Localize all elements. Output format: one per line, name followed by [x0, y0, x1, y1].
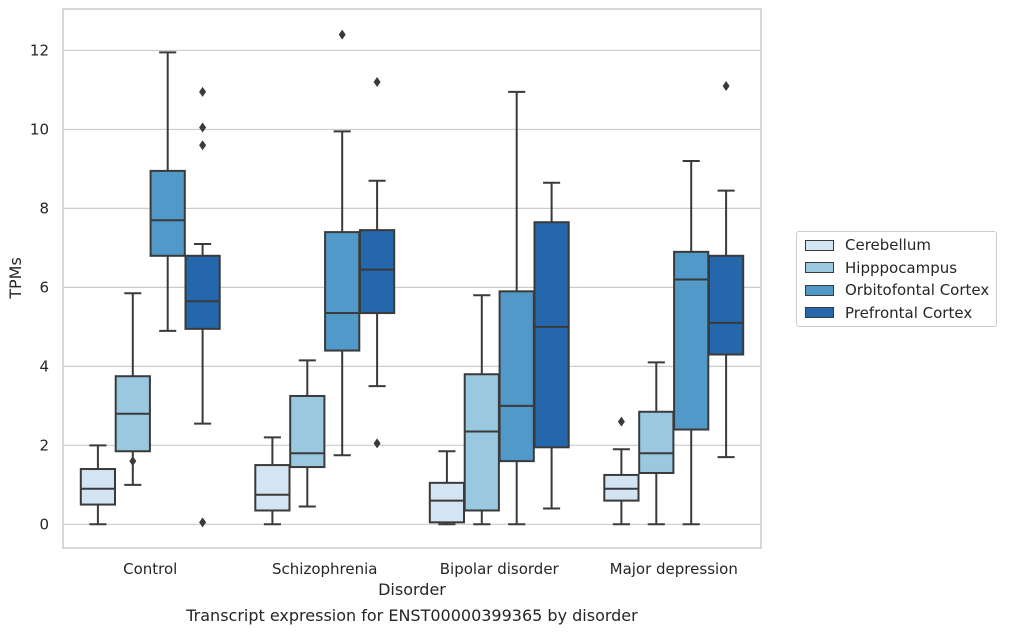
box: [79, 468, 117, 506]
box: [254, 464, 291, 512]
box: [324, 231, 361, 352]
outlier-point: [722, 81, 730, 91]
box-group: [149, 51, 186, 332]
box: [358, 229, 396, 315]
y-axis-ticks: 0 2 4 6 8 10 12: [30, 41, 49, 533]
y-axis-label: TPMs: [6, 257, 25, 300]
box-group: [707, 81, 745, 459]
x-tick-label: Control: [123, 560, 177, 578]
box-group: [114, 292, 151, 486]
legend-item: Hipppocampus: [805, 258, 957, 278]
outlier-point: [617, 416, 625, 427]
outlier-point: [373, 77, 381, 88]
x-tick-label: Schizophrenia: [272, 560, 377, 578]
outlier-point: [199, 86, 207, 97]
y-tick-label: 12: [30, 41, 49, 59]
legend: Cerebellum Hipppocampus Orbitofontal Corte…: [796, 231, 997, 327]
legend-swatch: [805, 307, 834, 318]
outlier-point: [373, 438, 381, 449]
box: [707, 254, 745, 356]
plot-area-frame: [62, 8, 762, 549]
box: [149, 169, 186, 257]
box: [673, 250, 710, 431]
y-tick-label: 2: [39, 436, 49, 454]
boxes: [79, 29, 745, 528]
legend-swatch: [805, 239, 834, 251]
outlier-point: [338, 29, 346, 40]
legend-label: Cerebellum: [845, 236, 931, 254]
x-tick-label: Bipolar disorder: [440, 560, 560, 578]
box-group: [603, 416, 640, 526]
box-group: [638, 361, 675, 526]
box: [638, 410, 675, 474]
legend-label: Hipppocampus: [845, 258, 958, 277]
x-axis-label: Disorder: [378, 580, 446, 599]
box-group: [498, 90, 535, 526]
box: [428, 481, 466, 524]
outlier-point: [199, 140, 207, 151]
box-group: [463, 294, 500, 526]
legend-item: Orbitofontal Cortex: [805, 280, 989, 300]
outlier-point: [129, 456, 137, 467]
box-group: [254, 436, 291, 526]
y-tick-label: 6: [39, 278, 49, 296]
box-group: [428, 450, 466, 526]
legend-item: Prefrontal Cortex: [805, 303, 972, 323]
box-group: [324, 29, 361, 457]
box-group: [533, 181, 570, 510]
box: [498, 290, 535, 463]
legend-item: Cerebellum: [805, 235, 931, 255]
box: [184, 254, 221, 330]
outlier-point: [199, 517, 207, 528]
box-group: [79, 444, 117, 526]
y-tick-label: 10: [30, 120, 49, 138]
box: [533, 221, 570, 449]
box-group: [358, 77, 396, 449]
x-axis-ticks: Control Schizophrenia Bipolar disorder Majo…: [123, 560, 738, 578]
box: [463, 373, 500, 512]
x-tick-label: Major depression: [610, 560, 738, 578]
legend-label: Prefrontal Cortex: [845, 303, 973, 322]
y-tick-label: 4: [39, 357, 49, 375]
box-group: [289, 359, 326, 508]
box: [289, 394, 326, 469]
box-group: [673, 160, 710, 526]
legend-swatch: [805, 284, 834, 296]
y-tick-label: 8: [39, 199, 49, 217]
outlier-point: [199, 122, 207, 133]
box-group: [184, 86, 221, 528]
figure-caption: Transcript expression for ENST0000039936…: [186, 606, 638, 625]
legend-label: Orbitofontal Cortex: [845, 281, 990, 299]
legend-swatch: [805, 262, 834, 273]
y-tick-label: 0: [39, 515, 49, 533]
